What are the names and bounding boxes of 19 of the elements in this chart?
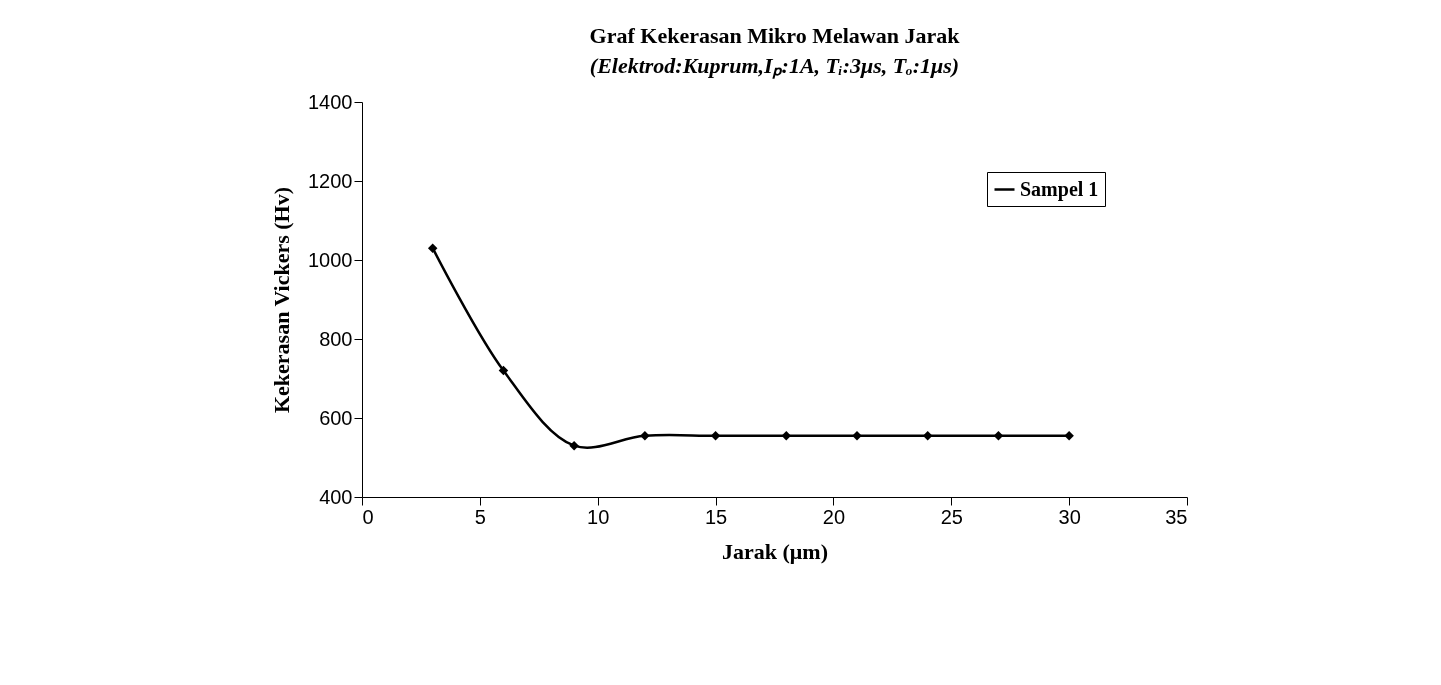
y-tick-label: 800 <box>319 327 353 350</box>
legend-label: Sampel 1 <box>1020 177 1099 201</box>
x-tick-label: 5 <box>474 505 486 528</box>
y-axis-title: Kekerasan Vickers (Hv) <box>269 186 295 414</box>
y-tick-label: 400 <box>319 485 353 508</box>
x-tick-label: 0 <box>362 505 374 528</box>
x-tick-label: 35 <box>1165 505 1188 528</box>
x-tick-label: 25 <box>940 505 963 528</box>
y-tick-label: 1000 <box>308 248 353 271</box>
y-tick-label: 600 <box>319 406 353 429</box>
x-tick-label: 15 <box>704 505 728 528</box>
x-tick-label: 20 <box>822 505 846 528</box>
x-axis-title: Jarak (μm) <box>722 538 828 564</box>
y-tick-label: 1400 <box>308 90 353 113</box>
y-tick-label: 1200 <box>308 169 353 192</box>
x-tick-label: 10 <box>587 505 610 528</box>
x-tick-label: 30 <box>1058 505 1081 528</box>
chart-title: Graf Kekerasan Mikro Melawan Jarak <box>589 23 961 48</box>
chart-subtitle: (Elektrod:Kuprum,Iₚ:1A, Tᵢ:3μs, Tₒ:1μs) <box>589 53 960 79</box>
